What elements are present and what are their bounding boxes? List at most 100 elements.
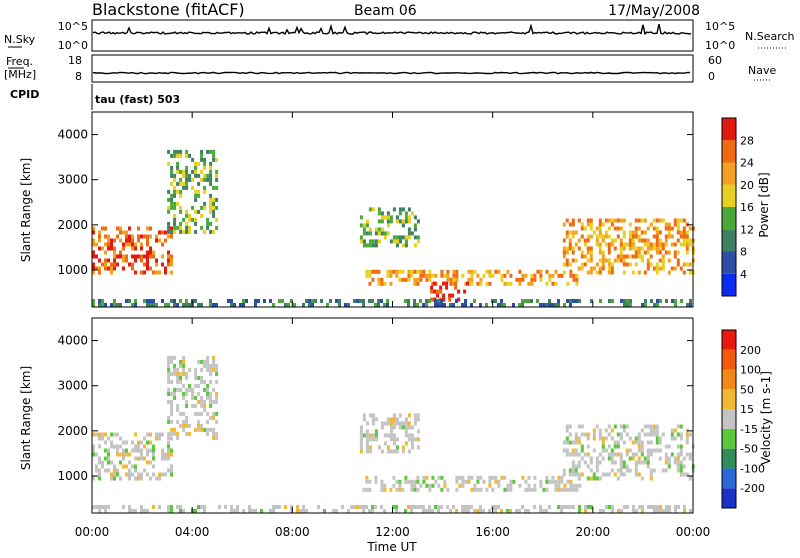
power-cell [104,250,107,255]
velocity-cell [488,509,491,513]
velocity-cell [407,413,411,418]
power-cell [539,273,543,278]
power-cell [92,262,95,267]
power-cell [167,149,171,154]
power-cell [98,258,101,263]
power-cell [137,226,140,231]
power-cell [398,277,402,282]
power-cell [167,234,170,239]
power-cell [98,303,101,307]
power-cell [580,266,584,271]
velocity-cell [140,456,143,461]
velocity-cell [407,421,411,426]
power-cell [466,281,470,286]
velocity-cell [658,456,662,461]
power-cell [152,299,155,303]
velocity-cell [422,509,425,513]
power-cell [137,238,140,243]
velocity-cell [119,452,122,457]
velocity-cell [371,509,374,513]
velocity-cell [365,475,369,480]
power-cell [287,303,290,307]
velocity-cell [604,436,608,441]
power-cell [377,207,381,212]
power-cell [622,218,626,223]
velocity-cell [206,367,210,372]
power-cell [640,230,644,235]
power-cell [533,277,537,282]
power-cell [209,221,213,226]
velocity-cell [458,483,462,488]
power-cell [583,262,587,267]
cpid-label: CPID [10,88,39,101]
velocity-cell [248,509,251,513]
velocity-cell [610,452,614,457]
power-colorbar-tick: 8 [740,246,747,259]
velocity-cell [152,456,155,461]
velocity-cell [685,440,689,445]
power-cell [173,189,177,194]
power-cell [206,221,210,226]
power-cell [506,281,510,286]
power-cell [212,213,216,218]
velocity-cell [568,452,572,457]
velocity-cell [401,425,405,430]
power-cell [608,299,611,303]
velocity-cell [485,487,489,492]
velocity-cell [646,448,650,453]
power-cell [686,303,689,307]
power-cell [485,269,489,274]
power-colorbar-tick: 12 [740,223,754,236]
velocity-cell [194,375,198,380]
velocity-cell [137,440,140,445]
velocity-cell [182,363,186,368]
velocity-cell [170,452,173,457]
velocity-cell [584,509,587,513]
power-cell [281,299,284,303]
power-cell [610,262,614,267]
power-cell [398,207,402,212]
power-cell [616,254,620,259]
power-cell [413,281,417,286]
power-cell [634,234,638,239]
power-cell [368,231,372,236]
power-cell [383,231,387,236]
velocity-cell [623,505,626,509]
power-cell [655,234,659,239]
velocity-cell [476,509,479,513]
velocity-cell [116,444,119,449]
velocity-cell [586,464,590,469]
velocity-cell [290,509,293,513]
power-cell [419,299,422,303]
power-cell [170,234,173,239]
velocity-cell [685,436,689,441]
power-cell [673,266,677,271]
velocity-cell [676,464,680,469]
velocity-cell [143,444,146,449]
velocity-cell [413,505,416,509]
power-cell [212,197,216,202]
power-cell [152,254,155,259]
power-cell [565,262,569,267]
velocity-cell [176,367,180,372]
power-cell [607,226,611,231]
velocity-cell [104,468,107,473]
velocity-cell [323,509,326,513]
velocity-cell [395,509,398,513]
velocity-cell [134,444,137,449]
velocity-cell [497,479,501,484]
velocity-cell [664,452,668,457]
velocity-cell [655,428,659,433]
velocity-cell [461,509,464,513]
power-cell [194,221,198,226]
power-cell [371,243,375,248]
velocity-cell [574,440,578,445]
power-cell [610,270,614,275]
velocity-cell [98,444,101,449]
power-cell [212,149,216,154]
power-cell [209,205,213,210]
velocity-cell [410,437,414,442]
velocity-cell [167,375,171,380]
power-cell [658,266,662,271]
